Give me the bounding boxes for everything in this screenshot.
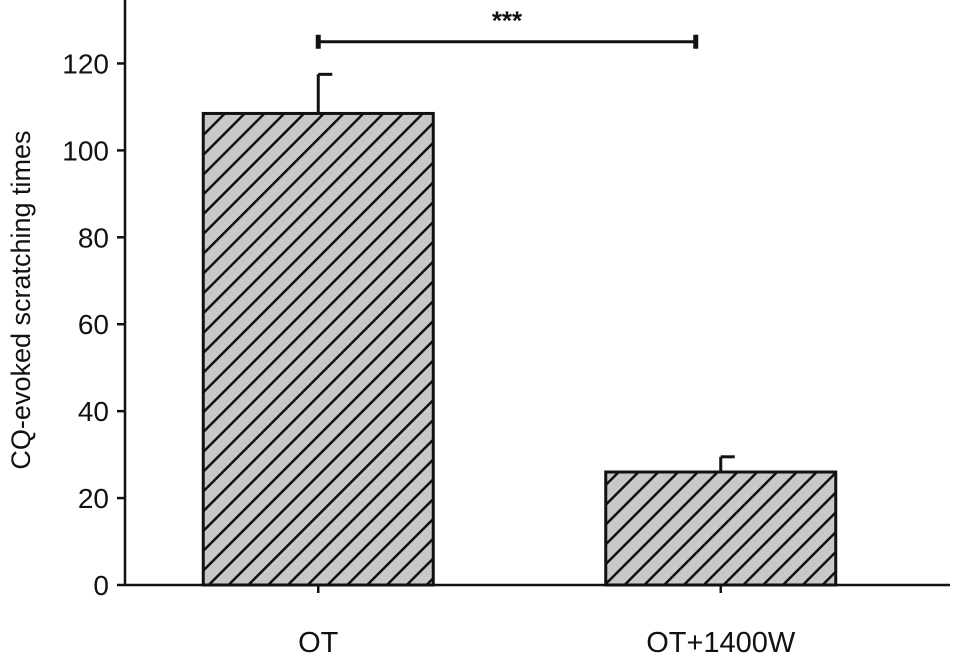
y-tick-label: 40 bbox=[78, 396, 109, 427]
bar bbox=[201, 111, 435, 587]
x-tick-label: OT+1400W bbox=[646, 627, 796, 659]
significance-label: *** bbox=[492, 6, 523, 36]
y-tick-label: 60 bbox=[78, 309, 109, 340]
y-tick-label: 100 bbox=[62, 135, 109, 166]
y-tick-label: 80 bbox=[78, 222, 109, 253]
y-axis-title: CQ-evoked scratching times bbox=[6, 130, 36, 469]
y-tick-label: 0 bbox=[93, 570, 109, 601]
x-tick-label: OT bbox=[298, 627, 339, 659]
bar bbox=[604, 470, 838, 587]
error-bars bbox=[316, 72, 735, 472]
bars bbox=[201, 111, 838, 587]
y-tick-label: 120 bbox=[62, 48, 109, 79]
y-axis: 0 20 40 60 80 100 120 bbox=[62, 0, 127, 601]
significance-bracket: *** bbox=[315, 6, 699, 49]
y-tick-label: 20 bbox=[78, 483, 109, 514]
x-axis: OT OT+1400W bbox=[125, 583, 950, 659]
